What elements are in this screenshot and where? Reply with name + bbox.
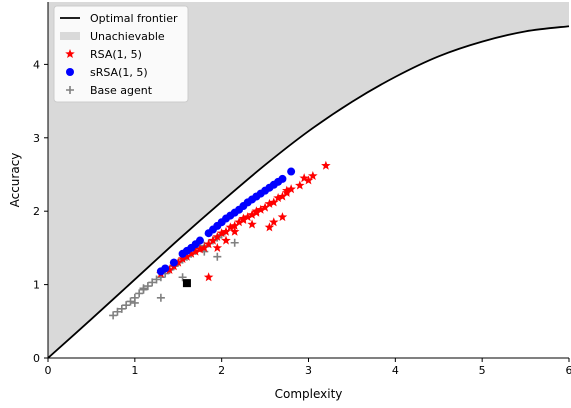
legend-marker-swatch (66, 86, 74, 94)
data-point (203, 272, 214, 282)
data-point (177, 253, 188, 263)
y-tick-label: 0 (33, 352, 40, 365)
data-point (247, 219, 257, 229)
data-point (273, 192, 283, 203)
data-point (269, 217, 279, 227)
data-point (208, 235, 218, 245)
data-point (195, 244, 205, 254)
x-tick-label: 2 (218, 364, 225, 377)
data-point (264, 198, 275, 208)
x-tick-label: 1 (131, 364, 138, 377)
data-point (156, 293, 165, 302)
x-tick-label: 5 (479, 364, 486, 377)
data-point (109, 311, 118, 320)
x-tick-label: 6 (566, 364, 571, 377)
series-srsa-1-5 (156, 167, 296, 276)
legend-label: Base agent (90, 84, 153, 97)
x-tick-label: 3 (305, 364, 312, 377)
legend-patch-swatch (60, 32, 80, 40)
data-point (286, 184, 296, 194)
data-point (299, 173, 309, 183)
data-point (164, 264, 175, 274)
legend-marker-swatch (65, 49, 75, 59)
legend-label: sRSA(1, 5) (90, 66, 148, 79)
legend-item: RSA(1, 5) (65, 48, 142, 61)
data-point (251, 207, 262, 217)
data-point (122, 301, 131, 310)
y-axis-label: Accuracy (8, 153, 22, 208)
y-tick-label: 3 (33, 132, 40, 145)
data-point (130, 298, 139, 307)
y-tick-label: 4 (33, 58, 40, 71)
data-point (229, 226, 240, 236)
data-point (238, 213, 249, 223)
data-point (255, 204, 266, 214)
data-point (143, 282, 152, 291)
data-point (212, 231, 223, 241)
legend-label: Unachievable (90, 30, 165, 43)
axes: 0 1 2 3 4 5 6 0 1 2 3 4 (33, 2, 571, 377)
data-point (277, 191, 288, 201)
legend-item: Base agent (66, 84, 153, 97)
legend-item: Unachievable (60, 30, 165, 43)
data-point (278, 174, 287, 183)
data-point (178, 273, 187, 282)
data-point (186, 248, 197, 258)
data-point (295, 180, 305, 190)
y-tick-label: 1 (33, 279, 40, 292)
data-point (282, 185, 292, 195)
legend-label: RSA(1, 5) (90, 48, 142, 61)
data-point (161, 264, 170, 273)
data-point (195, 236, 204, 245)
data-point (321, 160, 331, 170)
x-tick-label: 4 (392, 364, 399, 377)
data-point (287, 167, 296, 176)
data-point (173, 257, 184, 267)
data-point (203, 239, 214, 249)
legend-item: sRSA(1, 5) (66, 66, 148, 79)
data-point (221, 235, 231, 245)
data-point (269, 197, 279, 207)
data-point (213, 252, 222, 261)
data-point (230, 238, 239, 247)
data-point (152, 275, 161, 284)
data-point (139, 284, 148, 293)
data-point (190, 246, 201, 256)
data-point (113, 307, 122, 316)
legend-item: Optimal frontier (60, 12, 178, 25)
legend-marker-swatch (66, 68, 74, 76)
optimal-frontier-line (47, 25, 570, 359)
data-point (260, 202, 270, 212)
reference-square-point (182, 279, 191, 288)
data-point (277, 212, 288, 222)
data-point (135, 289, 144, 298)
data-point (126, 297, 135, 306)
x-axis-label: Complexity (275, 387, 343, 401)
data-point (182, 251, 192, 261)
legend-frame (53, 5, 189, 103)
data-point (303, 175, 314, 185)
legend-label: Optimal frontier (90, 12, 178, 25)
data-point (247, 209, 257, 219)
data-point (148, 278, 157, 287)
x-tick-label: 0 (45, 364, 52, 377)
data-point (199, 242, 210, 252)
data-point (216, 228, 227, 238)
y-tick-label: 2 (33, 205, 40, 218)
data-point (264, 222, 275, 232)
data-point (169, 258, 178, 267)
data-point (242, 212, 253, 222)
data-point (221, 226, 231, 236)
legend: Optimal frontier Unachievable RSA(1, 5) sRS… (53, 5, 189, 103)
data-point (234, 217, 244, 227)
data-points (109, 160, 331, 320)
data-point (212, 242, 223, 252)
data-point (229, 220, 240, 230)
data-point (117, 304, 126, 313)
data-point (308, 170, 318, 181)
series-reference-point (182, 279, 191, 288)
data-point (225, 222, 236, 232)
